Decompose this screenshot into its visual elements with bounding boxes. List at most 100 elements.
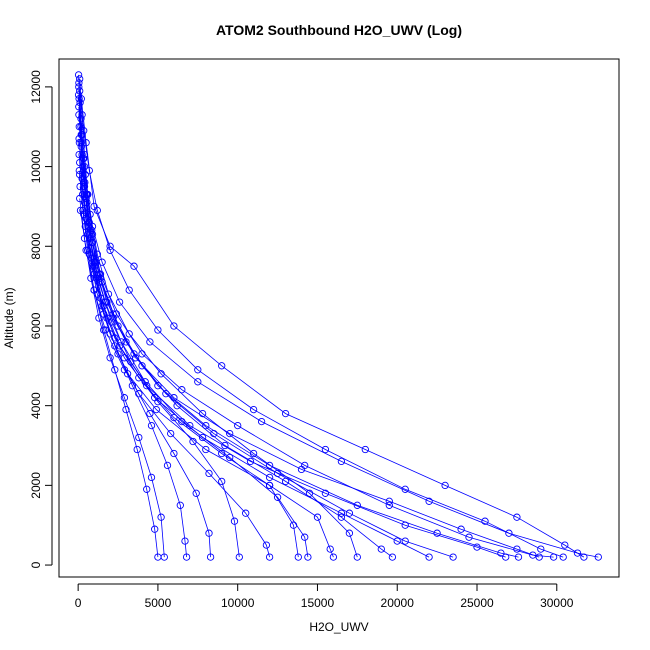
data-point xyxy=(95,314,103,322)
data-point xyxy=(84,190,92,199)
data-point xyxy=(93,250,101,258)
data-point xyxy=(80,150,89,159)
data-point xyxy=(425,497,433,505)
data-point xyxy=(80,127,88,135)
data-point xyxy=(206,553,215,561)
data-point xyxy=(87,238,95,246)
data-point xyxy=(559,553,567,561)
data-point xyxy=(170,449,178,458)
data-point xyxy=(465,533,473,541)
data-point xyxy=(78,111,86,119)
data-point xyxy=(135,390,143,398)
data-point xyxy=(242,509,250,517)
data-point xyxy=(75,103,83,111)
x-tick-label: 0 xyxy=(75,596,82,610)
data-point xyxy=(425,553,433,561)
data-point xyxy=(594,553,602,561)
data-point xyxy=(90,258,98,266)
x-tick-label: 20000 xyxy=(381,596,415,610)
data-point xyxy=(281,409,290,418)
profile-line-19 xyxy=(80,98,585,558)
data-point xyxy=(138,362,146,370)
data-point xyxy=(90,262,98,270)
y-tick-label: 2000 xyxy=(29,472,43,499)
data-point xyxy=(106,354,114,362)
data-point xyxy=(79,154,87,163)
data-point xyxy=(98,278,106,286)
data-point xyxy=(198,409,207,418)
data-point xyxy=(393,537,401,545)
data-point xyxy=(218,362,226,370)
data-point xyxy=(93,206,101,215)
data-point xyxy=(301,533,309,541)
data-point xyxy=(337,513,346,521)
data-point xyxy=(75,123,83,131)
profile-line-1 xyxy=(78,74,599,558)
data-point xyxy=(178,417,186,426)
data-point xyxy=(75,166,83,175)
data-point xyxy=(385,497,393,505)
data-point xyxy=(505,529,513,537)
data-point xyxy=(202,445,210,454)
data-point xyxy=(401,485,409,493)
data-point xyxy=(76,158,84,167)
data-point xyxy=(246,457,255,466)
data-point xyxy=(205,529,213,537)
data-point xyxy=(100,302,108,310)
profile-line-13 xyxy=(80,210,159,558)
data-point xyxy=(265,481,274,490)
x-tick-label: 5000 xyxy=(145,596,172,610)
x-tick-label: 10000 xyxy=(221,596,255,610)
data-point xyxy=(109,310,117,318)
data-point xyxy=(147,421,156,430)
data-point xyxy=(120,394,129,402)
data-point xyxy=(457,525,465,533)
data-point xyxy=(151,525,159,533)
data-point xyxy=(106,242,114,250)
data-point xyxy=(77,95,85,103)
data-point xyxy=(87,274,95,282)
x-axis-label: H2O_UWV xyxy=(309,620,368,634)
data-point xyxy=(86,234,94,242)
profile-line-14 xyxy=(79,78,540,558)
data-point xyxy=(130,262,138,270)
data-point xyxy=(122,338,130,346)
data-point xyxy=(281,477,290,486)
data-point xyxy=(107,318,116,326)
data-point xyxy=(154,553,162,561)
data-point xyxy=(75,135,83,143)
data-point xyxy=(82,214,90,223)
data-point xyxy=(111,342,119,350)
data-point xyxy=(76,75,84,83)
data-point xyxy=(194,366,202,374)
data-point xyxy=(103,314,111,322)
data-point xyxy=(111,366,119,374)
x-tick-label: 15000 xyxy=(301,596,335,610)
data-point xyxy=(345,529,354,537)
profile-line-15 xyxy=(78,106,506,558)
data-point xyxy=(75,95,83,103)
data-point xyxy=(226,453,234,462)
data-point xyxy=(294,553,302,561)
data-point xyxy=(138,350,146,358)
data-point xyxy=(125,330,133,338)
data-point xyxy=(114,350,122,358)
y-tick-label: 12000 xyxy=(29,70,43,104)
data-point xyxy=(202,421,210,430)
data-point xyxy=(257,417,266,426)
data-point xyxy=(514,553,523,561)
data-point xyxy=(321,445,330,454)
data-point xyxy=(535,553,543,561)
data-point xyxy=(76,206,85,215)
data-point xyxy=(289,521,298,529)
data-point xyxy=(221,441,229,450)
data-point xyxy=(95,278,103,286)
data-point xyxy=(146,409,154,418)
data-point xyxy=(80,198,89,207)
data-point xyxy=(125,286,133,294)
data-point xyxy=(262,541,271,549)
data-point xyxy=(75,83,83,91)
data-point xyxy=(111,334,119,342)
data-point xyxy=(114,322,122,330)
